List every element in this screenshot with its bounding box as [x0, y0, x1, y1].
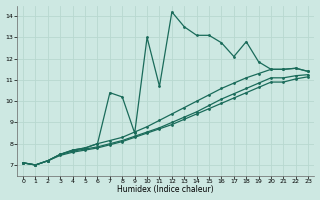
X-axis label: Humidex (Indice chaleur): Humidex (Indice chaleur)	[117, 185, 214, 194]
